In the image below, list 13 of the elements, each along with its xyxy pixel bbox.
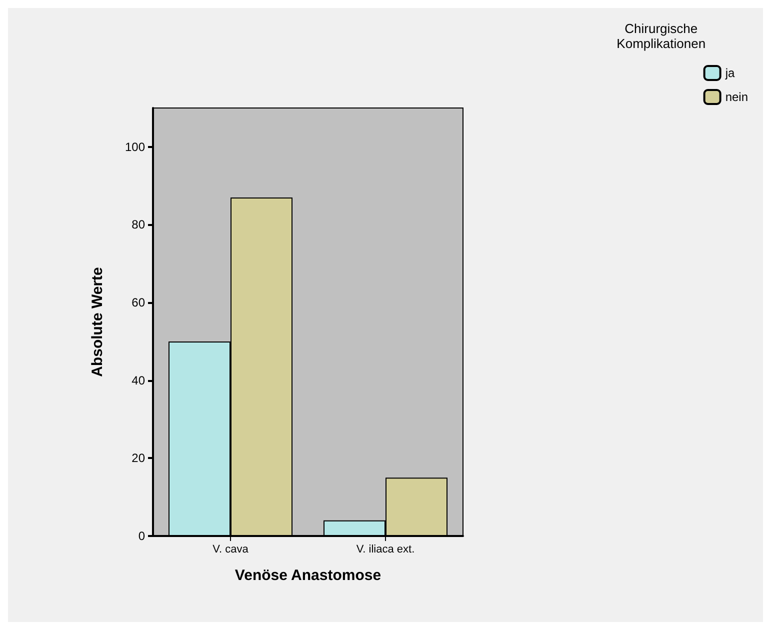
y-tick-label: 0 <box>138 529 146 543</box>
y-tick-label: 100 <box>124 140 146 154</box>
y-tick-label: 80 <box>132 218 146 232</box>
legend-label: ja <box>724 66 735 80</box>
legend-title: Chirurgische Komplikationen <box>616 21 706 51</box>
y-tick-label: 40 <box>132 373 146 388</box>
legend-label: nein <box>725 90 748 104</box>
x-tick-label: V. iliaca ext. <box>356 544 415 556</box>
y-tick-label: 60 <box>132 296 146 310</box>
x-tick-label: V. cava <box>212 544 250 556</box>
x-axis-title: Venöse Anastomose <box>234 567 382 584</box>
y-axis-title: Absolute Werte <box>89 267 106 377</box>
y-tick-label: 20 <box>132 451 146 466</box>
